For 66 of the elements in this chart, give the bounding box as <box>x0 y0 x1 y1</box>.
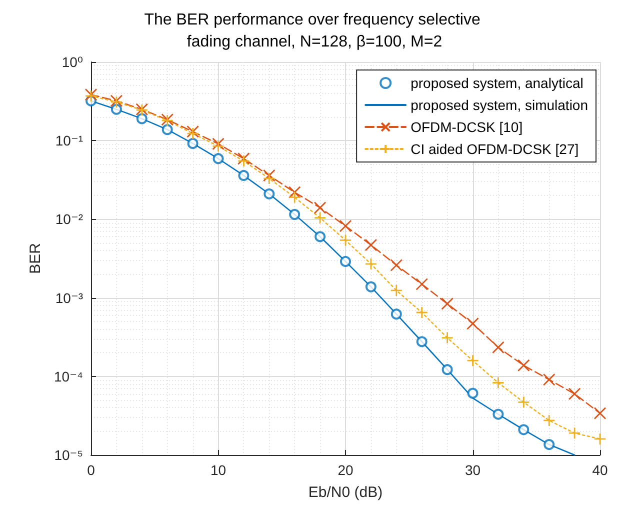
legend-label: proposed system, simulation <box>410 97 588 113</box>
point <box>264 188 275 200</box>
point <box>416 306 428 319</box>
x-tick-label: 20 <box>338 462 354 478</box>
point <box>364 238 378 252</box>
point <box>544 439 555 450</box>
point <box>262 169 276 182</box>
point <box>314 202 326 214</box>
x-tick-label: 40 <box>592 462 608 478</box>
point <box>492 376 504 389</box>
x-axis-title: Eb/N0 (dB) <box>308 484 383 501</box>
y-tick-label: 10⁻² <box>55 211 84 228</box>
point <box>390 308 402 320</box>
point <box>442 364 453 376</box>
point <box>365 281 376 292</box>
y-tick-label: 10⁻³ <box>55 290 84 306</box>
point <box>314 231 326 242</box>
legend-label: proposed system, analytical <box>410 75 584 91</box>
y-axis-title: BER <box>27 242 44 274</box>
point <box>466 317 479 330</box>
point <box>416 278 428 290</box>
point <box>314 212 326 224</box>
point <box>594 407 606 420</box>
point <box>390 258 403 272</box>
point <box>390 284 403 297</box>
point <box>594 432 606 446</box>
point <box>416 336 428 348</box>
point <box>467 388 478 399</box>
point <box>288 191 301 204</box>
point <box>212 153 224 164</box>
point <box>466 354 479 367</box>
point <box>364 258 378 270</box>
point <box>162 124 173 136</box>
y-tick-label: 10⁻¹ <box>55 132 84 149</box>
chart-title: The BER performance over frequency selective fading channel, N=128, β=100, M=2 <box>144 12 485 50</box>
y-tick-label: 10⁻⁵ <box>54 447 83 463</box>
y-tick-label: 10⁻⁴ <box>54 368 83 384</box>
point <box>568 388 581 400</box>
point <box>492 408 504 420</box>
point <box>110 104 122 115</box>
point <box>238 154 250 168</box>
point <box>238 170 250 181</box>
legend-label: OFDM-DCSK [10] <box>410 119 523 135</box>
point <box>518 424 530 436</box>
point <box>542 414 556 427</box>
x-tick-label: 0 <box>87 462 96 478</box>
point <box>542 373 556 386</box>
point <box>238 152 250 165</box>
point <box>262 172 276 185</box>
point <box>517 359 530 372</box>
point <box>187 138 198 149</box>
point <box>568 426 581 440</box>
x-tick-label: 10 <box>210 462 226 478</box>
point <box>441 298 454 310</box>
point <box>340 256 351 267</box>
point <box>339 220 352 232</box>
legend-label: CI aided OFDM-DCSK [27] <box>410 141 579 157</box>
point <box>288 186 301 198</box>
point <box>289 208 300 220</box>
point <box>517 396 530 408</box>
point <box>136 113 148 124</box>
point <box>492 341 504 354</box>
point <box>441 332 454 344</box>
x-tick-label: 30 <box>464 462 481 478</box>
y-tick-label: 10⁰ <box>62 54 84 70</box>
point <box>339 234 352 246</box>
